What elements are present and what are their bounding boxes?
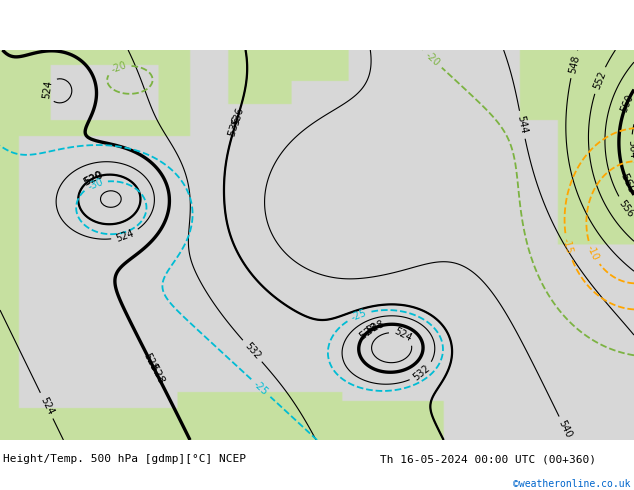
Text: Height/Temp. 500 hPa [gdmp][°C] NCEP: Height/Temp. 500 hPa [gdmp][°C] NCEP [3, 454, 246, 464]
Text: 532: 532 [411, 363, 432, 382]
Text: 536: 536 [231, 105, 245, 126]
Text: -25: -25 [350, 308, 368, 323]
Text: 552: 552 [592, 70, 607, 91]
Text: Th 16-05-2024 00:00 UTC (00+360): Th 16-05-2024 00:00 UTC (00+360) [380, 454, 597, 464]
Text: -20: -20 [110, 60, 128, 75]
Text: 524: 524 [392, 326, 413, 344]
Text: 520: 520 [82, 169, 105, 188]
Text: 524: 524 [42, 79, 54, 99]
Text: 536: 536 [227, 115, 243, 138]
Text: 564: 564 [626, 139, 634, 158]
Text: -30: -30 [86, 177, 105, 192]
Text: -10: -10 [585, 244, 601, 262]
Text: 528: 528 [358, 321, 380, 342]
Text: -25: -25 [252, 379, 270, 397]
Text: 524: 524 [38, 395, 55, 416]
Text: 540: 540 [557, 419, 574, 440]
Text: -20: -20 [423, 50, 441, 68]
Text: -15: -15 [561, 237, 574, 255]
Text: 520: 520 [83, 170, 104, 187]
Text: 560: 560 [619, 172, 634, 195]
Text: 560: 560 [619, 93, 634, 114]
Text: 532: 532 [242, 341, 262, 361]
Text: 544: 544 [515, 115, 529, 135]
Text: 528: 528 [142, 351, 159, 372]
Text: 548: 548 [567, 54, 581, 74]
Text: ©weatheronline.co.uk: ©weatheronline.co.uk [514, 479, 631, 489]
Text: 528: 528 [148, 363, 166, 386]
Text: 524: 524 [115, 228, 136, 244]
Text: 556: 556 [617, 198, 634, 219]
Text: 528: 528 [365, 319, 386, 336]
